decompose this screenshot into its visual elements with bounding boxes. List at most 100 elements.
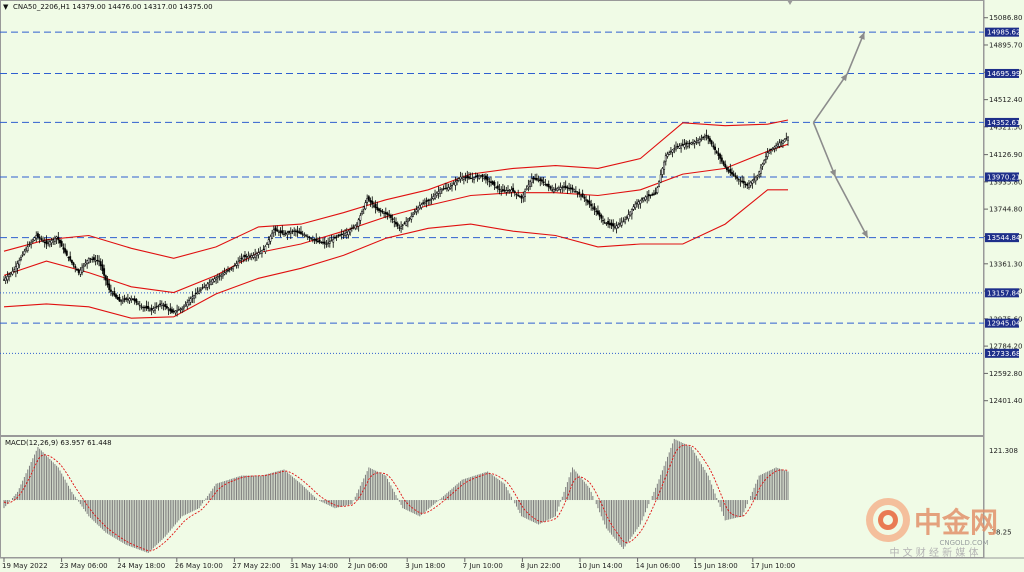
- candle-body: [710, 140, 713, 145]
- candle-body: [525, 188, 528, 190]
- candle-body: [322, 241, 324, 244]
- candle-body: [135, 299, 138, 303]
- candle-body: [654, 192, 657, 195]
- candle-body: [276, 229, 279, 232]
- candle-body: [216, 276, 219, 279]
- candle-body: [320, 241, 323, 244]
- candle-body: [637, 201, 640, 205]
- candle-body: [242, 256, 245, 260]
- candle-body: [103, 268, 106, 276]
- candle-body: [188, 300, 190, 305]
- shift-marker-icon[interactable]: [787, 0, 793, 5]
- candle-body: [671, 149, 674, 153]
- candle-body: [778, 142, 781, 147]
- candle-body: [652, 193, 655, 195]
- candle-body: [157, 305, 160, 307]
- candle-body: [678, 145, 681, 149]
- x-tick-label: 10 Jun 14:00: [578, 562, 622, 570]
- candle-body: [669, 151, 672, 153]
- candle-body: [125, 298, 128, 300]
- candle-body: [513, 191, 516, 193]
- candle-body: [111, 293, 114, 295]
- level-label-box: [985, 318, 1019, 328]
- candle-body: [773, 146, 776, 149]
- candle-body: [496, 185, 499, 189]
- candle-body: [339, 234, 341, 236]
- y-tick-label: 15086.80: [989, 14, 1022, 22]
- candle-body: [551, 189, 554, 191]
- level-label-box: [985, 117, 1019, 127]
- candle-body: [167, 309, 170, 311]
- candle-body: [428, 199, 431, 201]
- candle-body: [25, 248, 28, 251]
- candle-body: [259, 251, 262, 254]
- candle-body: [81, 267, 84, 273]
- candle-body: [641, 198, 644, 200]
- candle-body: [169, 308, 172, 312]
- candle-body: [459, 176, 462, 180]
- candle-body: [374, 203, 377, 209]
- candle-body: [688, 142, 691, 144]
- candle-body: [681, 143, 684, 146]
- candle-body: [364, 202, 367, 210]
- candle-body: [109, 289, 112, 292]
- candle-body: [359, 215, 362, 221]
- candle-body: [176, 310, 179, 312]
- candle-body: [605, 223, 608, 225]
- symbol-header: CNA50_2206,H1 14379.00 14476.00 14317.00…: [13, 3, 213, 11]
- candle-body: [26, 246, 29, 251]
- candle-body: [106, 279, 109, 286]
- candle-body: [6, 276, 9, 281]
- forecast-arrow-head: [861, 230, 868, 238]
- forecast-arrow-head: [858, 32, 865, 40]
- candle-body: [527, 184, 530, 188]
- candle-body: [147, 306, 150, 309]
- candle-body: [529, 181, 532, 187]
- candle-body: [328, 241, 331, 244]
- x-tick-label: 19 May 2022: [2, 562, 48, 570]
- main-panel-frame: [0, 0, 984, 436]
- candle-body: [35, 235, 38, 239]
- candle-body: [697, 140, 700, 143]
- candle-body: [108, 283, 111, 290]
- candle-body: [542, 181, 545, 183]
- y-tick-label: 12401.40: [989, 397, 1022, 405]
- level-label-box: [985, 68, 1019, 78]
- candle-body: [306, 236, 309, 238]
- candle-body: [556, 188, 559, 191]
- candle-body: [698, 139, 701, 143]
- candle-body: [586, 200, 589, 203]
- candle-body: [532, 177, 535, 180]
- candle-body: [748, 183, 750, 188]
- candle-body: [221, 273, 224, 277]
- y-tick-label: 14126.90: [989, 151, 1022, 159]
- candle-body: [768, 151, 771, 154]
- candle-body: [630, 209, 633, 215]
- candle-body: [342, 233, 345, 236]
- candle-body: [715, 151, 718, 154]
- candle-body: [137, 303, 140, 305]
- candle-body: [588, 200, 591, 205]
- macd-signal-line: [3, 444, 789, 552]
- candle-body: [116, 296, 119, 300]
- candle-body: [79, 269, 82, 275]
- candle-body: [692, 142, 694, 144]
- menu-triangle-icon[interactable]: ▼: [3, 3, 9, 11]
- candle-body: [770, 148, 772, 151]
- candle-body: [325, 243, 328, 245]
- candle-body: [483, 177, 486, 179]
- candle-body: [262, 248, 265, 250]
- candle-body: [164, 304, 167, 308]
- candle-body: [539, 178, 542, 182]
- candle-body: [272, 229, 275, 234]
- candle-body: [661, 168, 664, 175]
- candle-body: [712, 145, 715, 148]
- candle-body: [62, 247, 65, 250]
- candle-body: [471, 177, 474, 179]
- candle-body: [583, 196, 586, 199]
- candle-body: [284, 232, 287, 234]
- candle-body: [189, 298, 192, 303]
- candle-body: [466, 175, 469, 179]
- y-tick-label: 12592.80: [989, 370, 1022, 378]
- candle-body: [742, 180, 745, 184]
